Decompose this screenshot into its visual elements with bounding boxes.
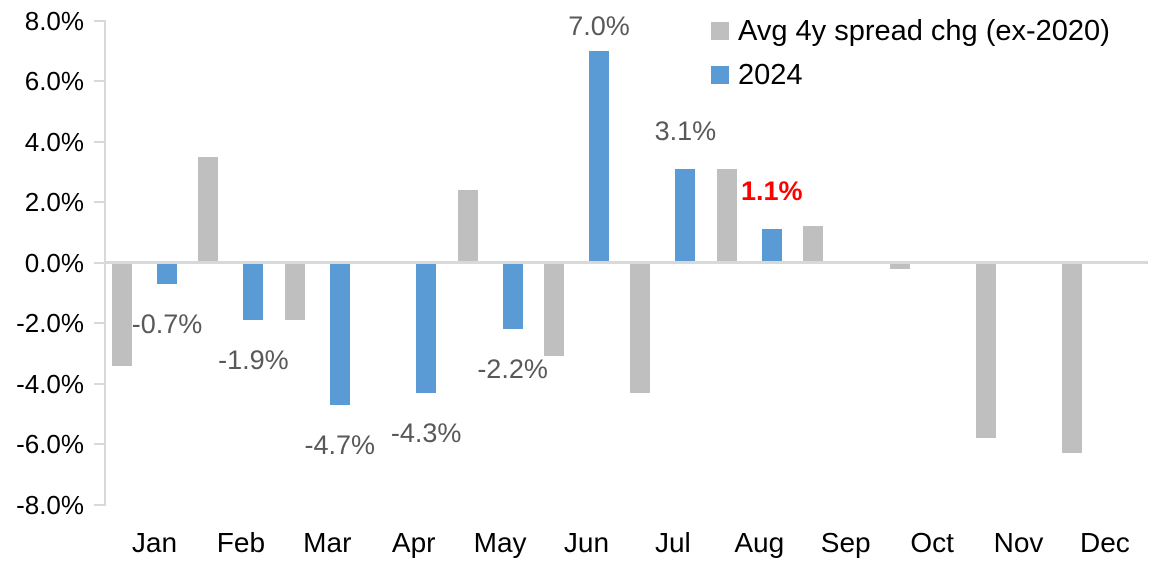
- bar-2024-jun: [589, 50, 609, 262]
- bar-avg-jan: [112, 264, 132, 366]
- y-tick: [94, 201, 106, 204]
- y-tick: [94, 80, 106, 83]
- bar-avg-jul: [630, 264, 651, 393]
- bar-avg-feb: [198, 156, 219, 262]
- x-label-feb: Feb: [216, 527, 266, 558]
- x-label-jul: Jul: [654, 527, 691, 558]
- bar-2024-feb: [243, 264, 264, 321]
- data-label-apr: -4.3%: [390, 417, 462, 448]
- x-label-aug: Aug: [734, 527, 785, 558]
- y-tick: [94, 19, 106, 22]
- zero-baseline: [104, 261, 1148, 265]
- x-label-dec: Dec: [1079, 527, 1130, 558]
- x-label-sep: Sep: [820, 527, 871, 558]
- data-label-jul: 3.1%: [654, 115, 717, 146]
- y-tick-label: 4.0%: [24, 126, 84, 157]
- y-tick: [94, 382, 106, 385]
- legend-entry-avg: Avg 4y spread chg (ex-2020): [711, 14, 1110, 48]
- bar-avg-aug: [716, 168, 737, 262]
- data-label-mar: -4.7%: [304, 429, 376, 460]
- legend-swatch-blue-icon: [711, 66, 729, 84]
- data-label-aug: 1.1%: [741, 176, 803, 207]
- y-tick: [94, 140, 106, 143]
- data-label-jan: -0.7%: [131, 308, 203, 339]
- bar-2024-may: [502, 264, 523, 330]
- x-label-mar: Mar: [303, 527, 352, 558]
- x-label-may: May: [473, 527, 527, 558]
- legend-label-2024: 2024: [738, 59, 803, 91]
- bar-avg-dec: [1062, 264, 1083, 454]
- x-label-oct: Oct: [910, 527, 954, 558]
- data-label-feb: -1.9%: [218, 345, 289, 376]
- y-tick: [94, 261, 106, 264]
- y-tick-label: -2.0%: [16, 308, 84, 339]
- x-label-nov: Nov: [993, 527, 1044, 558]
- y-tick-label: 8.0%: [24, 5, 84, 36]
- bar-2024-aug: [761, 229, 782, 262]
- y-tick-label: -6.0%: [16, 429, 84, 460]
- bar-avg-nov: [976, 264, 996, 439]
- bar-avg-jun: [544, 264, 564, 357]
- bar-avg-may: [457, 190, 478, 262]
- bar-2024-apr: [416, 264, 437, 393]
- bar-2024-jul: [675, 168, 696, 262]
- y-tick-label: 2.0%: [24, 187, 84, 218]
- x-label-jun: Jun: [563, 527, 610, 558]
- y-tick: [94, 443, 106, 446]
- y-tick-label: -8.0%: [16, 489, 84, 520]
- data-label-may: -2.2%: [477, 354, 548, 385]
- bar-avg-mar: [284, 264, 305, 321]
- x-label-apr: Apr: [391, 527, 436, 558]
- data-label-jun: 7.0%: [568, 10, 630, 41]
- y-tick: [94, 322, 106, 325]
- legend-entry-2024: 2024: [711, 58, 1110, 92]
- legend: Avg 4y spread chg (ex-2020) 2024: [711, 14, 1110, 102]
- bar-avg-oct: [889, 264, 910, 269]
- y-tick-label: -4.0%: [16, 368, 84, 399]
- y-tick-label: 6.0%: [24, 66, 84, 97]
- y-tick: [94, 503, 106, 506]
- legend-label-avg: Avg 4y spread chg (ex-2020): [738, 15, 1110, 47]
- x-label-jan: Jan: [131, 527, 178, 558]
- legend-swatch-gray-icon: [711, 22, 729, 40]
- bar-avg-sep: [803, 226, 824, 262]
- bar-2024-jan: [157, 264, 177, 284]
- y-tick-label: 0.0%: [24, 247, 84, 278]
- bar-2024-mar: [329, 264, 350, 405]
